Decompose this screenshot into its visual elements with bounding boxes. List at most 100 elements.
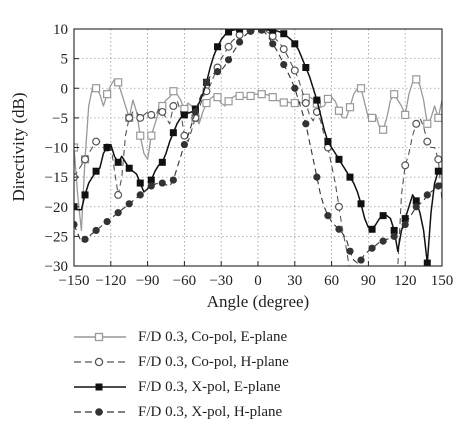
data-point: [434, 155, 442, 164]
data-point: [356, 84, 366, 93]
legend-label: F/D 0.3, X-pol, H-plane: [138, 403, 283, 420]
data-point: [313, 173, 321, 181]
data-point: [279, 98, 288, 107]
data-point: [268, 32, 277, 41]
data-point: [147, 176, 155, 184]
x-tick-label: 60: [324, 273, 339, 289]
data-point: [302, 64, 310, 72]
data-point: [169, 129, 177, 137]
data-point: [434, 182, 442, 190]
data-point: [334, 106, 344, 115]
data-point: [412, 75, 421, 84]
data-point: [423, 119, 432, 128]
data-point: [301, 99, 310, 108]
data-point: [158, 107, 167, 116]
open-square-marker-icon: [74, 332, 126, 341]
data-point: [257, 90, 266, 99]
data-point: [412, 197, 420, 205]
data-point: [280, 30, 288, 38]
data-point: [81, 155, 90, 164]
data-point: [92, 137, 101, 146]
axis-ticks: −150 −120 −90 −60 −30 0 30 60 90 120 150 10 5 0 −5 −10 −…: [45, 22, 454, 289]
data-point: [236, 38, 244, 46]
data-point: [235, 30, 244, 39]
data-point: [412, 203, 420, 211]
legend: F/D 0.3, Co-pol, E-plane F/D 0.3, Co-pol…: [72, 324, 402, 424]
data-point: [235, 91, 244, 101]
data-point: [180, 131, 189, 140]
filled-square-marker-icon: [74, 383, 126, 390]
data-point: [158, 158, 166, 166]
data-point: [423, 191, 431, 199]
data-point: [390, 226, 398, 234]
data-point: [313, 96, 321, 104]
data-point: [347, 269, 354, 276]
data-point: [246, 91, 255, 101]
data-point: [357, 200, 365, 208]
x-tick-label: 0: [254, 273, 262, 289]
series-2: [74, 29, 442, 276]
data-point: [335, 225, 343, 233]
data-point: [290, 66, 299, 75]
data-point: [103, 217, 111, 226]
data-point: [103, 144, 111, 151]
data-point: [147, 131, 156, 140]
data-point: [323, 94, 333, 104]
data-point: [335, 155, 343, 163]
data-point: [180, 111, 188, 119]
data-point: [390, 232, 398, 240]
data-point: [247, 29, 255, 35]
filled-circle-marker-icon: [74, 407, 126, 416]
data-point: [213, 68, 222, 76]
legend-item-x-pol-h-plane: F/D 0.3, X-pol, H-plane: [72, 399, 402, 424]
data-point: [114, 78, 123, 87]
x-tick-label: −120: [95, 273, 126, 289]
data-point: [357, 256, 365, 264]
data-point: [345, 103, 355, 112]
legend-label: F/D 0.3, Co-pol, H-plane: [138, 353, 289, 370]
legend-item-co-pol-e-plane: F/D 0.3, Co-pol, E-plane: [72, 324, 402, 349]
legend-item-co-pol-h-plane: F/D 0.3, Co-pol, H-plane: [72, 349, 402, 374]
data-point: [224, 97, 233, 106]
y-tick-label: 10: [53, 22, 68, 38]
data-point: [290, 98, 299, 108]
data-point: [224, 56, 233, 64]
data-point: [367, 113, 377, 122]
legend-item-x-pol-e-plane: F/D 0.3, X-pol, E-plane: [72, 374, 402, 399]
grid-lines: [73, 28, 443, 267]
data-point: [136, 191, 144, 199]
data-point: [125, 113, 134, 122]
data-point: [74, 220, 78, 229]
data-point: [379, 212, 387, 220]
data-point: [114, 209, 122, 217]
legend-label: F/D 0.3, X-pol, E-plane: [138, 378, 281, 395]
data-point: [92, 226, 100, 235]
y-tick-label: −15: [45, 170, 68, 186]
data-point: [202, 78, 211, 86]
data-point: [346, 247, 354, 255]
x-tick-label: 150: [431, 273, 454, 289]
data-point: [169, 176, 177, 184]
data-point: [136, 179, 144, 187]
y-tick-label: −30: [45, 259, 68, 275]
series-4: [74, 29, 442, 264]
data-point: [147, 110, 156, 119]
data-point: [169, 102, 178, 111]
y-tick-label: −25: [45, 229, 68, 245]
x-tick-label: 30: [287, 273, 302, 289]
data-point: [401, 215, 409, 223]
data-point: [379, 237, 387, 245]
data-point: [225, 29, 233, 36]
series-layer: [74, 29, 442, 276]
data-point: [291, 84, 299, 92]
data-point: [125, 200, 133, 208]
data-point: [279, 45, 288, 54]
data-point: [103, 90, 112, 99]
data-point: [202, 98, 211, 108]
data-point: [180, 140, 188, 149]
data-point: [158, 179, 166, 187]
data-point: [291, 40, 299, 48]
data-point: [81, 191, 89, 199]
data-point: [401, 110, 410, 120]
x-tick-label: −150: [59, 273, 90, 289]
